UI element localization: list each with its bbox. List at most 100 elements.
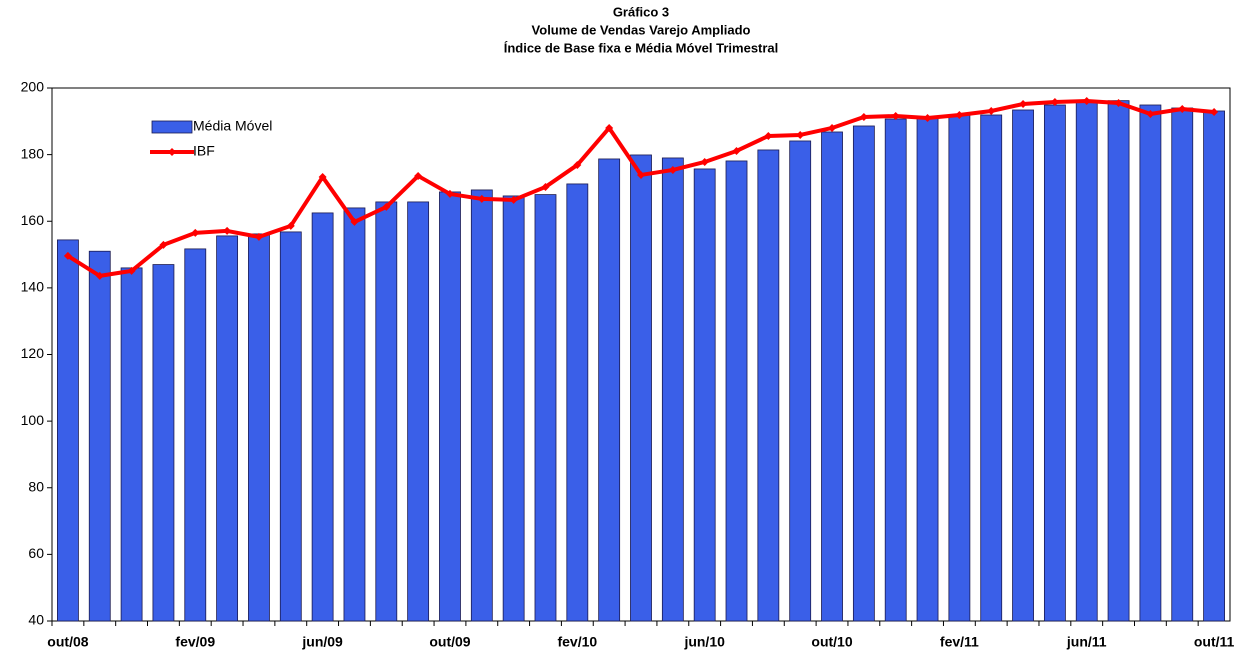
marker <box>796 130 805 139</box>
marker <box>828 123 837 132</box>
marker <box>1178 104 1187 113</box>
bar <box>661 157 684 622</box>
marker <box>1210 107 1219 116</box>
bar <box>279 231 302 622</box>
chart-title: Volume de Vendas Varejo Ampliado <box>532 22 751 37</box>
bar <box>375 201 398 622</box>
y-tick-label: 120 <box>21 345 45 361</box>
bar <box>693 168 716 622</box>
bar <box>821 131 843 622</box>
marker <box>191 228 200 237</box>
marker <box>350 217 359 226</box>
chart-title: Gráfico 3 <box>613 4 669 19</box>
marker <box>63 251 72 260</box>
marker <box>1146 109 1155 118</box>
legend-swatch <box>151 120 193 134</box>
marker <box>318 172 327 181</box>
marker <box>700 157 709 166</box>
marker <box>668 165 677 174</box>
bar <box>948 114 971 622</box>
marker <box>159 240 168 249</box>
marker <box>541 182 550 191</box>
marker <box>732 146 741 155</box>
y-tick-label: 140 <box>21 279 45 295</box>
bar <box>57 239 79 622</box>
legend-label: Média Móvel <box>193 118 272 134</box>
marker <box>127 266 136 275</box>
x-tick-label: fev/09 <box>175 634 215 650</box>
marker <box>223 226 232 235</box>
marker <box>605 123 614 132</box>
bar <box>916 116 939 622</box>
marker <box>1050 97 1059 106</box>
marker <box>987 106 996 115</box>
marker <box>1114 98 1123 107</box>
bar <box>1075 100 1098 622</box>
x-tick-label: jun/10 <box>683 634 725 650</box>
bar <box>534 194 557 622</box>
legend-label: IBF <box>193 143 215 159</box>
y-tick-label: 60 <box>28 545 44 561</box>
bar <box>88 250 111 622</box>
bar <box>566 183 589 622</box>
bar <box>216 235 239 622</box>
marker <box>445 189 454 198</box>
bar <box>980 114 1003 622</box>
marker <box>923 113 932 122</box>
y-tick-label: 180 <box>21 145 45 161</box>
marker <box>859 112 868 121</box>
y-tick-label: 200 <box>21 79 45 95</box>
x-tick-label: out/09 <box>429 634 470 650</box>
bar <box>152 264 175 622</box>
bar <box>120 267 143 622</box>
chart-title: Índice de Base fixa e Média Móvel Trimes… <box>504 40 779 55</box>
x-tick-label: fev/10 <box>557 634 597 650</box>
marker <box>414 171 423 180</box>
bar <box>407 201 430 622</box>
bar <box>502 195 525 622</box>
marker <box>1082 96 1091 105</box>
marker <box>573 160 582 169</box>
x-tick-label: fev/11 <box>940 634 979 650</box>
bar <box>248 233 270 622</box>
bar <box>439 191 461 622</box>
bar <box>343 207 366 622</box>
bar <box>852 125 875 622</box>
bar <box>311 212 334 622</box>
y-tick-label: 40 <box>28 612 44 628</box>
marker <box>382 202 391 211</box>
marker <box>764 131 773 140</box>
marker <box>1019 99 1028 108</box>
bar <box>1203 110 1225 622</box>
marker <box>477 194 486 203</box>
bar <box>598 158 621 622</box>
marker <box>286 221 295 230</box>
y-tick-label: 160 <box>21 212 45 228</box>
x-tick-label: out/10 <box>811 634 852 650</box>
y-tick-label: 100 <box>21 412 45 428</box>
bar <box>1139 104 1162 622</box>
legend-swatch <box>168 148 176 156</box>
marker <box>891 111 900 120</box>
marker <box>95 271 104 280</box>
bar <box>184 248 207 622</box>
bar <box>789 140 812 622</box>
bar <box>1171 107 1194 622</box>
x-tick-label: out/11 <box>1194 634 1235 650</box>
bar <box>470 189 493 622</box>
bar <box>884 118 907 622</box>
bar <box>1012 109 1034 622</box>
bar <box>630 154 652 622</box>
bar <box>757 149 780 622</box>
bar <box>725 160 748 622</box>
x-tick-label: jun/09 <box>301 634 343 650</box>
x-tick-label: out/08 <box>47 634 88 650</box>
bar <box>1107 100 1130 622</box>
y-tick-label: 80 <box>28 478 44 494</box>
marker <box>254 232 263 241</box>
marker <box>955 110 964 119</box>
x-tick-label: jun/11 <box>1066 634 1107 650</box>
bar <box>1043 104 1066 622</box>
marker <box>509 195 518 204</box>
